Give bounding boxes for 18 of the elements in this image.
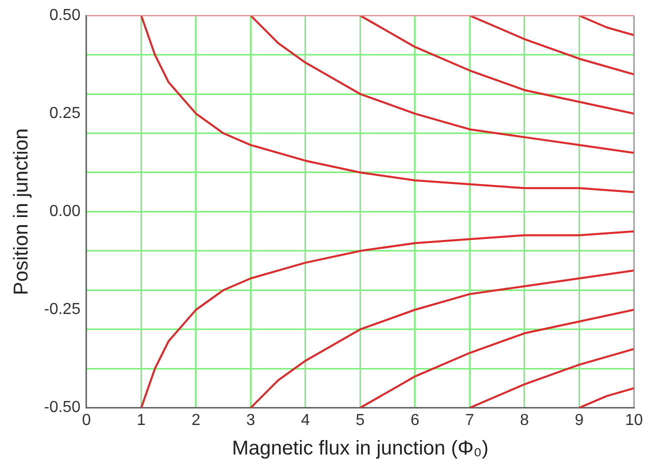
- y-tick-label: 0.00: [49, 203, 81, 220]
- y-tick-label: 0.50: [49, 7, 81, 24]
- x-tick-label: 10: [625, 412, 643, 429]
- x-tick-label: 7: [465, 412, 474, 429]
- x-axis-title: Magnetic flux in junction (Φ₀): [232, 438, 489, 460]
- y-tick-label: -0.50: [44, 399, 81, 416]
- x-tick-label: 4: [301, 412, 310, 429]
- y-tick-label: -0.25: [44, 301, 81, 318]
- x-tick-label: 3: [246, 412, 256, 429]
- y-axis-title: Position in junction: [10, 128, 33, 296]
- x-tick-label: 2: [192, 412, 201, 429]
- x-tick-label: 8: [520, 412, 530, 429]
- x-tick-label: 1: [136, 412, 146, 429]
- x-tick-label: 9: [574, 412, 584, 429]
- x-tick-label: 5: [356, 412, 365, 429]
- x-tick-label: 6: [410, 412, 420, 429]
- x-tick-label: 0: [82, 412, 92, 429]
- y-tick-label: 0.25: [49, 105, 81, 122]
